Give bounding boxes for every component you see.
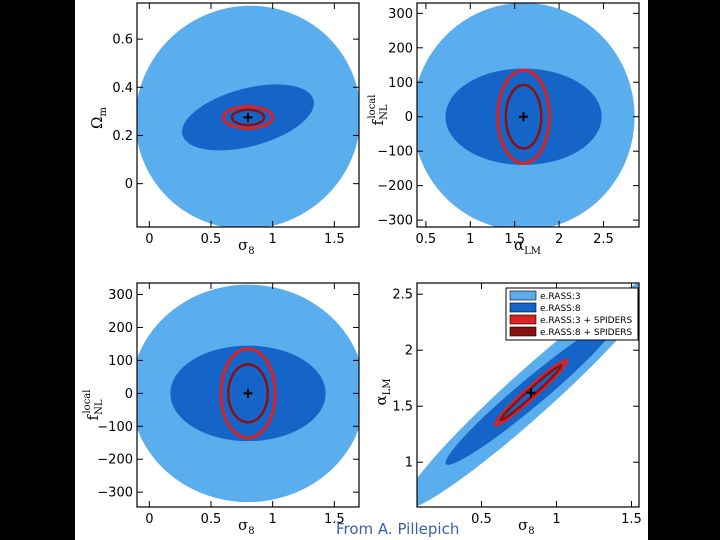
panel4-contour-e-rass-3-spiders [493,358,569,427]
panel3-ytick-label: 200 [108,321,133,336]
panel4-center-marker [526,388,536,398]
panel2-contour-e-rass-8-spiders [504,83,543,150]
panel3-frame [136,282,360,508]
legend-swatch-erass8 [509,302,537,313]
panel2-ytick-label: 0 [405,110,413,125]
panel2-frame [416,2,640,228]
panel4-contour-e-rass-8-spiders [499,364,563,422]
panel2-xtick-label: 1 [466,232,474,247]
panel2-ytick-label: −300 [377,214,413,229]
panel2-xtick-label: 2.5 [593,232,614,247]
legend-swatch-erass3 [509,290,537,301]
panel1-center-marker [243,112,253,122]
panel1-ytick-label: 0.4 [112,81,133,96]
panel3-xtick-label: 0 [145,512,153,527]
legend-swatch-erass3-spiders [509,314,537,325]
legend-label-erass8-spiders: e.RASS:8 + SPIDERS [540,328,633,338]
panel4-ytick-label: 1.5 [392,400,413,415]
panel4-ylabel: αLM [372,378,393,405]
panel4-ytick-label: 1 [405,456,413,471]
panel3-contour-e-rass-3-spiders [219,347,277,440]
panel1-ytick-label: 0 [125,177,133,192]
svg-text:αLM: αLM [372,378,393,405]
panel2-xtick-label: 1.5 [504,232,525,247]
legend-swatch-erass8-spiders [509,326,537,337]
panel3-xtick-label: 1 [269,512,277,527]
panel1: 0 0.5 1 1.5 0 0.2 0.4 0.6 [112,2,360,247]
svg-text:fNLlocal: fNLlocal [82,390,105,421]
panel3-ytick-label: −100 [97,420,133,435]
svg-text:αLM: αLM [514,236,541,257]
panel1-contour-e-rass-3-spiders [221,105,275,130]
panel2-xtick-label: 0.5 [416,232,437,247]
panel1-xlabel: σ8 [238,236,255,257]
panel1-ytick-label: 0.6 [112,33,133,48]
panel3-xtick-label: 0.5 [201,512,222,527]
panel4-xtick-label: 0.5 [471,512,492,527]
panel1-xtick-label: 1.5 [324,232,345,247]
panel1-contour-e-rass-8-spiders [230,108,266,127]
panel4-xtick-label: 1.5 [621,512,642,527]
panel1-xtick-label: 0 [145,232,153,247]
panel4-xlabel: σ8 [518,516,535,537]
panel2-contour-e-rass-3-spiders [496,68,551,165]
panel1-ytick-label: 0.2 [112,129,133,144]
panel1-frame [136,2,360,228]
svg-text:σ8: σ8 [518,516,535,537]
panel3-center-marker [243,388,253,398]
panel1-ylabel: Ωm [88,107,109,129]
svg-text:σ8: σ8 [238,236,255,257]
svg-text:fNLlocal: fNLlocal [367,95,390,126]
panel3-ytick-label: 100 [108,354,133,369]
panel2-ytick-label: 300 [388,7,413,22]
panel2-ytick-label: 100 [388,76,413,91]
panel3-ytick-label: −200 [97,453,133,468]
panel2-xlabel: αLM [514,236,541,257]
legend: e.RASS:3 e.RASS:8 e.RASS:3 + SPIDERS e.R… [505,287,639,341]
panel1-xtick-label: 0.5 [201,232,222,247]
panel2-ytick-label: −100 [377,145,413,160]
panel4-ytick-label: 2 [405,344,413,359]
panel2-ylabel: fNLlocal [367,95,390,126]
panel3-ytick-label: −300 [97,486,133,501]
legend-label-erass8: e.RASS:8 [540,304,581,314]
panel3-xlabel: σ8 [238,516,255,537]
credit-caption: From A. Pillepich [336,520,460,538]
panel3: 0 0.5 1 1.5 −300 −200 −100 0 100 200 300 [97,282,360,527]
panel2-xtick-label: 2 [555,232,563,247]
panel2: 0.5 1 1.5 2 2.5 −300 −200 −100 0 100 200 300 [377,2,640,247]
panel3-contour-e-rass-8-spiders [227,363,269,424]
svg-text:Ωm: Ωm [88,107,109,129]
panel2-ytick-label: 200 [388,41,413,56]
panel4-xtick-label: 1 [552,512,560,527]
panel2-ytick-label: −200 [377,179,413,194]
panel3-ytick-label: 300 [108,288,133,303]
panel3-ylabel: fNLlocal [82,390,105,421]
legend-label-erass3: e.RASS:3 [540,292,581,302]
panel2-center-marker [519,112,529,122]
panel3-xtick-label: 1.5 [324,512,345,527]
svg-text:σ8: σ8 [238,516,255,537]
panel4-ytick-label: 2.5 [392,288,413,303]
legend-label-erass3-spiders: e.RASS:3 + SPIDERS [540,316,633,326]
panel4-frame [416,282,640,508]
panel1-xtick-label: 1 [269,232,277,247]
panel3-ytick-label: 0 [125,387,133,402]
